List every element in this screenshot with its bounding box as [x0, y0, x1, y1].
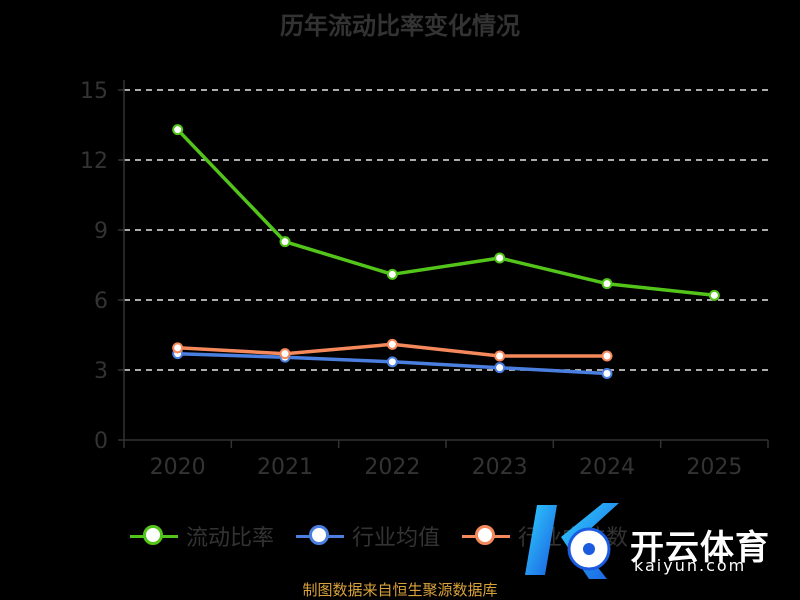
- x-tick-label: 2024: [579, 455, 635, 480]
- legend-item-current-ratio[interactable]: 流动比率: [130, 520, 274, 552]
- legend-swatch-icon: [130, 521, 178, 551]
- watermark-url: kaiyun.com: [634, 556, 747, 575]
- y-tick-label: 3: [94, 359, 108, 384]
- y-tick-label: 6: [94, 289, 108, 314]
- data-point-2: [494, 350, 506, 362]
- legend-item-industry-mean[interactable]: 行业均值: [296, 520, 440, 552]
- data-point-0: [708, 289, 720, 301]
- data-point-1: [494, 362, 506, 374]
- legend-label: 流动比率: [186, 526, 275, 551]
- data-point-0: [386, 268, 398, 280]
- data-point-1: [601, 368, 613, 379]
- data-point-0: [279, 236, 291, 248]
- y-tick-label: 9: [94, 219, 108, 244]
- data-point-2: [601, 350, 613, 362]
- chart-title: 历年流动比率变化情况: [280, 12, 520, 40]
- data-point-1: [386, 356, 398, 368]
- x-tick-label: 2021: [257, 455, 313, 480]
- watermark-brand: 开云体育: [630, 528, 770, 568]
- data-point-2: [172, 342, 184, 354]
- data-point-2: [279, 348, 291, 360]
- y-tick-label: 12: [80, 149, 108, 174]
- legend-swatch-icon: [462, 521, 511, 551]
- watermark-logo-icon: [525, 503, 619, 579]
- x-tick-label: 2025: [686, 455, 742, 480]
- series-line-0: [176, 128, 715, 298]
- source-note: 制图数据来自恒生聚源数据库: [302, 581, 498, 599]
- legend-swatch-icon: [296, 521, 345, 551]
- y-tick-label: 0: [94, 429, 108, 454]
- data-point-2: [386, 338, 398, 350]
- legend-label: 行业均值: [352, 526, 441, 551]
- x-tick-label: 2020: [150, 455, 206, 480]
- data-point-0: [172, 124, 184, 136]
- x-tick-label: 2022: [364, 455, 420, 480]
- y-tick-label: 15: [80, 79, 108, 104]
- data-point-0: [601, 278, 613, 290]
- x-tick-label: 2023: [472, 455, 528, 480]
- data-point-0: [494, 252, 506, 264]
